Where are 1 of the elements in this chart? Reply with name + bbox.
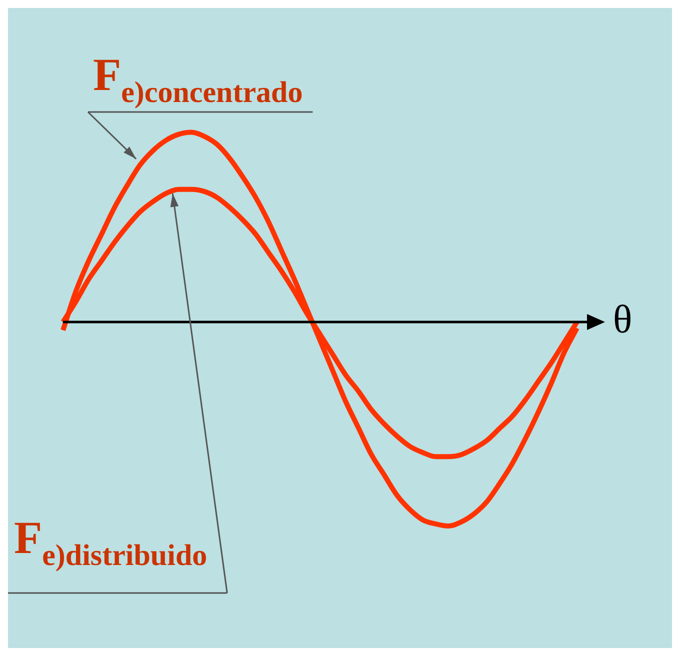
- x-axis-title: θ: [613, 296, 632, 342]
